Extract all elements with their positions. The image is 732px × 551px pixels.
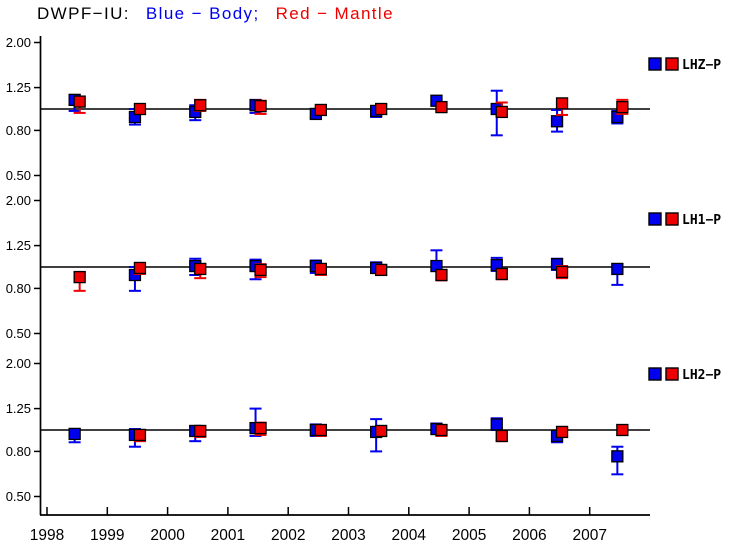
data-point-mantle xyxy=(254,263,267,277)
x-tick-label: 1998 xyxy=(30,527,64,544)
legend-red-swatch xyxy=(665,57,679,71)
x-tick-label: 2006 xyxy=(512,527,546,544)
data-point-mantle xyxy=(374,102,388,116)
legend-label: LH2−P xyxy=(682,368,721,383)
y-tick-label: 0.80 xyxy=(6,281,31,296)
legend-red-swatch xyxy=(665,212,679,226)
y-tick-label: 2.00 xyxy=(6,193,31,208)
data-point-mantle xyxy=(194,424,207,438)
data-point-mantle xyxy=(555,265,569,279)
legend-blue-swatch xyxy=(648,57,662,71)
data-point-mantle xyxy=(616,423,629,437)
data-point-body xyxy=(68,427,81,441)
data-point-mantle xyxy=(133,428,147,442)
data-point-mantle xyxy=(555,97,569,110)
data-point-mantle xyxy=(374,263,388,277)
y-tick-label: 1.25 xyxy=(6,80,31,95)
data-point-mantle xyxy=(495,105,508,119)
data-point-mantle xyxy=(194,99,207,112)
legend-label: LH1−P xyxy=(682,213,721,228)
data-point-body xyxy=(611,450,624,463)
y-tick-label: 2.00 xyxy=(6,35,31,50)
legend-red-swatch xyxy=(665,367,679,381)
legend-label: LHZ−P xyxy=(682,58,721,73)
x-tick-label: 2000 xyxy=(150,527,185,544)
y-tick-label: 0.80 xyxy=(6,444,31,459)
data-point-mantle xyxy=(73,270,86,284)
data-point-mantle xyxy=(133,102,147,116)
data-point-mantle xyxy=(254,421,267,435)
y-tick-label: 1.25 xyxy=(6,238,31,253)
data-point-mantle xyxy=(314,262,328,276)
data-point-mantle xyxy=(495,267,508,281)
data-point-mantle xyxy=(314,423,328,437)
title-blue-legend: Blue − Body; xyxy=(145,4,260,23)
x-tick-label: 2007 xyxy=(572,527,606,544)
title-red-legend: Red − Mantle xyxy=(275,4,394,23)
data-point-mantle xyxy=(133,261,147,275)
x-tick-label: 2001 xyxy=(211,527,245,544)
data-point-mantle xyxy=(254,100,267,113)
x-tick-label: 2002 xyxy=(271,527,305,544)
x-tick-label: 2005 xyxy=(452,527,486,544)
data-point-mantle xyxy=(435,423,448,437)
data-point-mantle xyxy=(374,424,388,438)
data-point-mantle xyxy=(73,95,86,108)
y-tick-label: 2.00 xyxy=(6,356,31,371)
y-tick-label: 0.50 xyxy=(6,489,31,504)
x-tick-label: 1999 xyxy=(90,527,124,544)
x-tick-label: 2003 xyxy=(331,527,365,544)
legend-blue-swatch xyxy=(648,367,662,381)
data-point-mantle xyxy=(194,262,207,276)
title-station: DWPF−IU: xyxy=(37,4,130,23)
chart-title: DWPF−IU: Blue − Body; Red − Mantle xyxy=(37,4,410,24)
data-point-body xyxy=(490,418,503,431)
data-point-mantle xyxy=(555,425,569,439)
legend-blue-swatch xyxy=(648,212,662,226)
y-tick-label: 1.25 xyxy=(6,401,31,416)
data-point-body xyxy=(611,262,624,276)
data-point-mantle xyxy=(314,103,328,117)
data-point-body xyxy=(550,115,564,128)
y-tick-label: 0.80 xyxy=(6,123,31,138)
data-point-mantle xyxy=(435,100,448,114)
y-tick-label: 0.50 xyxy=(6,326,31,341)
data-point-mantle xyxy=(435,268,448,282)
y-tick-label: 0.50 xyxy=(6,168,31,183)
x-tick-label: 2004 xyxy=(392,527,427,544)
data-point-mantle xyxy=(495,429,508,443)
data-point-mantle xyxy=(616,100,629,114)
